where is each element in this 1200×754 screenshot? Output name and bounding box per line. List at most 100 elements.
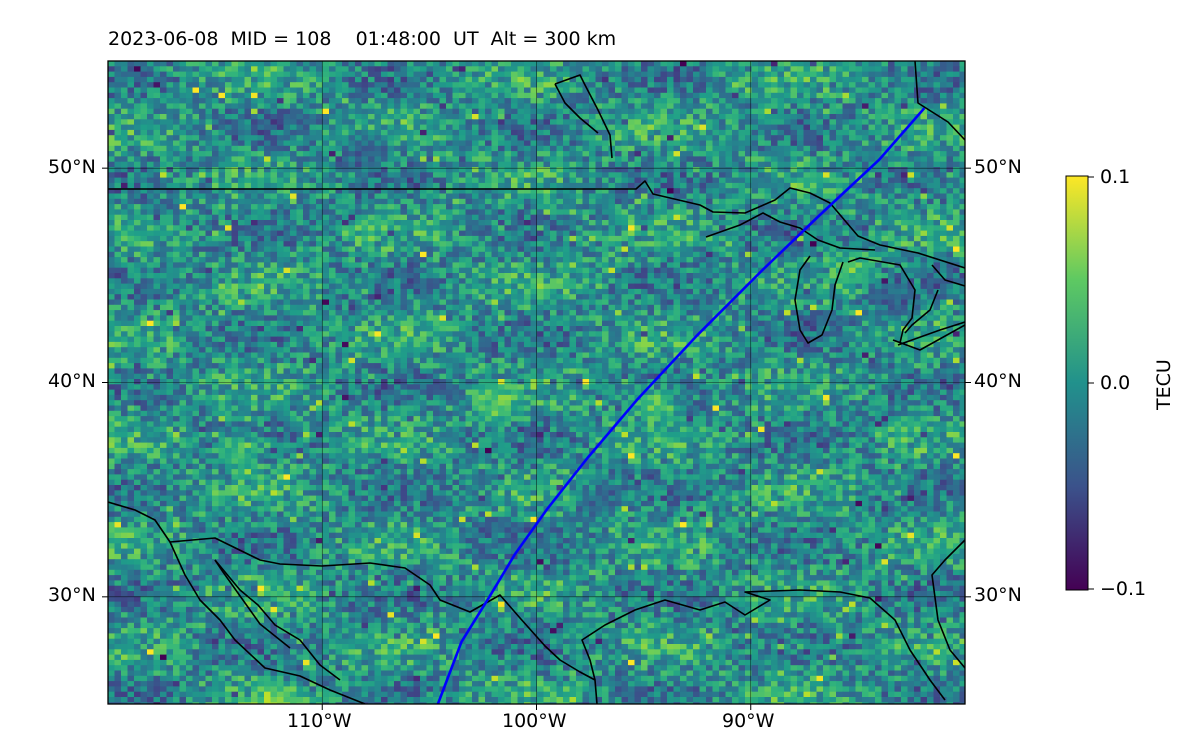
heat-cell bbox=[524, 108, 532, 115]
heat-cell bbox=[257, 172, 265, 179]
heat-cell bbox=[303, 257, 311, 263]
heat-cell bbox=[446, 204, 454, 210]
heat-cell bbox=[576, 145, 584, 152]
heat-cell bbox=[842, 161, 850, 168]
heat-cell bbox=[758, 76, 766, 83]
heat-cell bbox=[712, 214, 720, 221]
heat-cell bbox=[179, 87, 187, 94]
heat-cell bbox=[394, 230, 402, 237]
heat-cell bbox=[732, 198, 740, 205]
heat-cell bbox=[862, 177, 870, 184]
heat-cell bbox=[238, 82, 246, 89]
heat-cell bbox=[186, 209, 194, 216]
heat-cell bbox=[413, 76, 421, 83]
heat-cell bbox=[134, 76, 142, 83]
heat-cell bbox=[777, 61, 785, 67]
heat-cell bbox=[868, 61, 876, 67]
heat-cell bbox=[153, 129, 161, 136]
heat-cell bbox=[706, 76, 714, 83]
heat-cell bbox=[654, 172, 662, 179]
heat-cell bbox=[459, 220, 467, 226]
heat-cell bbox=[816, 114, 824, 120]
heat-cell bbox=[907, 103, 915, 110]
heat-cell bbox=[277, 209, 285, 216]
heat-cell bbox=[238, 235, 246, 242]
heat-cell bbox=[758, 114, 766, 120]
heat-cell bbox=[517, 167, 525, 173]
heat-cell bbox=[556, 188, 564, 195]
heat-cell bbox=[764, 161, 772, 168]
heat-cell bbox=[901, 214, 909, 221]
heat-cell bbox=[387, 198, 395, 205]
heat-cell bbox=[849, 119, 857, 126]
heat-cell bbox=[283, 193, 291, 200]
heat-cell bbox=[231, 98, 239, 104]
heat-cell bbox=[478, 87, 486, 94]
heat-cell bbox=[485, 257, 493, 263]
heat-cell bbox=[309, 66, 317, 73]
heat-cell bbox=[706, 98, 714, 104]
heat-cell bbox=[641, 66, 649, 73]
heat-cell bbox=[309, 156, 317, 163]
heat-cell bbox=[842, 108, 850, 115]
heat-cell bbox=[309, 257, 317, 263]
heat-cell bbox=[134, 87, 142, 94]
heat-cell bbox=[205, 257, 213, 263]
heat-cell bbox=[296, 230, 304, 237]
heat-cell bbox=[205, 225, 213, 232]
heat-cell bbox=[368, 82, 376, 89]
heat-cell bbox=[264, 119, 272, 126]
heat-cell bbox=[745, 225, 753, 232]
heat-cell bbox=[452, 246, 460, 253]
heat-cell bbox=[186, 177, 194, 184]
heat-cell bbox=[810, 198, 818, 205]
heat-cell bbox=[296, 71, 304, 78]
heat-cell bbox=[166, 71, 174, 78]
heat-cell bbox=[127, 235, 135, 242]
heat-cell bbox=[225, 108, 233, 115]
heat-cell bbox=[543, 145, 551, 152]
heat-cell bbox=[699, 209, 707, 216]
heat-cell bbox=[927, 204, 935, 210]
heat-cell bbox=[641, 98, 649, 104]
heat-cell bbox=[693, 193, 701, 200]
heat-cell bbox=[810, 230, 818, 237]
heat-cell bbox=[342, 209, 350, 216]
heat-cell bbox=[511, 98, 519, 104]
heat-cell bbox=[602, 214, 610, 221]
heat-cell bbox=[296, 214, 304, 221]
heat-cell bbox=[862, 103, 870, 110]
heat-cell bbox=[725, 198, 733, 205]
heat-cell bbox=[472, 119, 480, 126]
heat-cell bbox=[153, 145, 161, 152]
heat-cell bbox=[134, 235, 142, 242]
heat-cell bbox=[511, 87, 519, 94]
heat-cell bbox=[712, 92, 720, 99]
heat-cell bbox=[446, 87, 454, 94]
heat-cell bbox=[283, 188, 291, 195]
heat-cell bbox=[127, 87, 135, 94]
heat-cell bbox=[199, 241, 207, 248]
heat-cell bbox=[550, 82, 558, 89]
heat-cell bbox=[153, 119, 161, 126]
heat-cell bbox=[699, 71, 707, 78]
heat-cell bbox=[316, 220, 324, 226]
heat-cell bbox=[576, 241, 584, 248]
heat-cell bbox=[335, 76, 343, 83]
heat-cell bbox=[712, 76, 720, 83]
heat-cell bbox=[290, 182, 298, 189]
heat-cell bbox=[244, 188, 252, 195]
heat-cell bbox=[745, 235, 753, 242]
heat-cell bbox=[836, 235, 844, 242]
heat-cell bbox=[472, 167, 480, 173]
heat-cell bbox=[777, 140, 785, 147]
heat-cell bbox=[335, 151, 343, 157]
heat-cell bbox=[732, 76, 740, 83]
heat-cell bbox=[595, 124, 603, 131]
heat-cell bbox=[251, 114, 259, 120]
heat-cell bbox=[927, 182, 935, 189]
heat-cell bbox=[725, 114, 733, 120]
heat-cell bbox=[621, 209, 629, 216]
heat-cell bbox=[888, 235, 896, 242]
heat-cell bbox=[108, 246, 116, 253]
